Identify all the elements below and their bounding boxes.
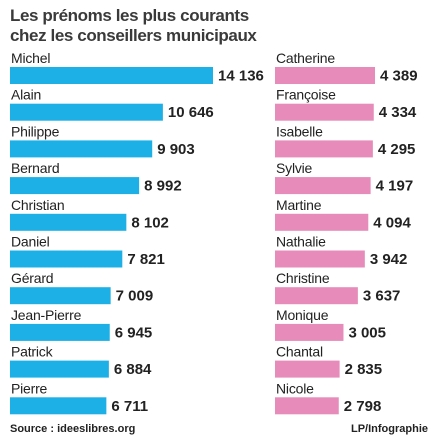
category-label: Alain [11, 87, 41, 103]
value-label: 4 094 [373, 214, 411, 231]
bar [10, 323, 110, 341]
value-label: 2 798 [344, 398, 382, 415]
category-label: Daniel [11, 234, 50, 250]
value-label: 10 646 [168, 104, 214, 121]
category-label: Chantal [276, 344, 323, 360]
bar [10, 287, 111, 305]
bar [10, 213, 127, 231]
bar [275, 177, 371, 195]
value-label: 4 389 [380, 67, 418, 84]
category-label: Catherine [276, 50, 335, 66]
category-label: Nicole [276, 380, 314, 396]
category-label: Christine [276, 270, 330, 286]
bar [275, 397, 339, 415]
bar [10, 250, 123, 268]
category-label: Patrick [11, 344, 54, 360]
bar [10, 67, 213, 84]
bar [275, 250, 365, 268]
value-label: 7 821 [127, 251, 165, 268]
category-label: Françoise [276, 87, 336, 103]
value-label: 4 197 [376, 178, 414, 195]
value-label: 6 711 [111, 398, 148, 415]
category-label: Philippe [11, 123, 60, 139]
value-label: 3 942 [370, 251, 408, 268]
category-label: Monique [276, 307, 329, 323]
category-label: Pierre [11, 380, 48, 396]
category-label: Nathalie [276, 234, 326, 250]
chart-subtitle: chez les conseillers municipaux [10, 26, 257, 45]
category-label: Isabelle [276, 123, 323, 139]
category-label: Sylvie [276, 160, 313, 176]
value-label: 8 102 [131, 214, 169, 231]
bar [10, 177, 140, 195]
category-label: Michel [11, 50, 50, 66]
value-label: 6 884 [114, 361, 152, 378]
bar [275, 287, 358, 305]
value-label: 3 637 [363, 288, 401, 305]
chart-title: Les prénoms les plus courants [10, 6, 249, 25]
category-label: Gérard [11, 270, 53, 286]
bar [275, 213, 369, 231]
value-label: 9 903 [157, 141, 195, 158]
value-label: 4 295 [378, 141, 416, 158]
bar [275, 323, 344, 341]
value-label: 8 992 [144, 178, 182, 195]
bar [10, 103, 163, 121]
bar [10, 397, 107, 415]
value-label: 6 945 [115, 324, 153, 341]
credit: LP/Infographie [351, 423, 428, 435]
bar [10, 360, 109, 378]
category-label: Bernard [11, 160, 59, 176]
value-label: 3 005 [348, 324, 386, 341]
bar [275, 103, 374, 121]
value-label: 14 136 [218, 67, 264, 84]
bar [275, 140, 373, 158]
value-label: 7 009 [116, 288, 154, 305]
bar [275, 360, 340, 378]
category-label: Martine [276, 197, 322, 213]
bar [10, 140, 153, 158]
category-label: Jean-Pierre [11, 307, 82, 323]
value-label: 2 835 [345, 361, 383, 378]
category-label: Christian [11, 197, 64, 213]
value-label: 4 334 [379, 104, 417, 121]
bar [275, 67, 375, 84]
source: Source : ideeslibres.org [10, 423, 135, 435]
